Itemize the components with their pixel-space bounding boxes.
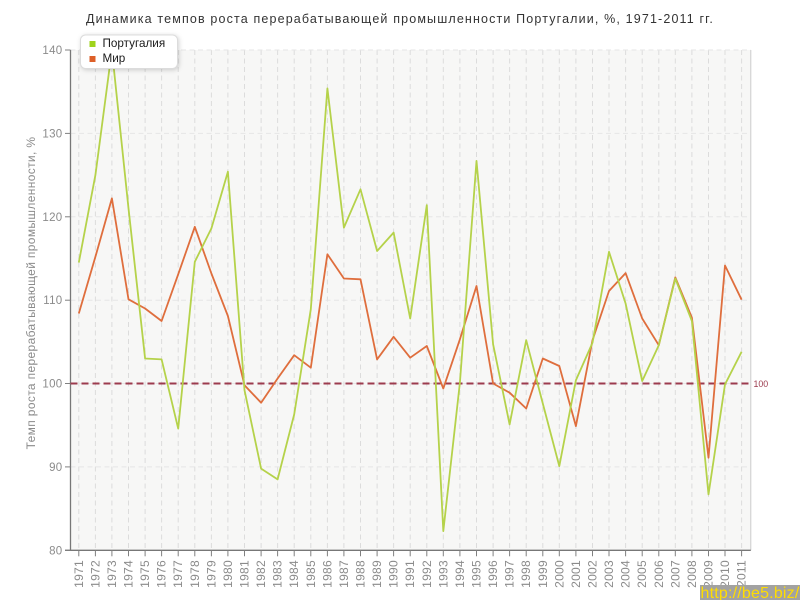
svg-text:1972: 1972 (88, 560, 102, 588)
svg-text:http://be5.biz/: http://be5.biz/ (700, 585, 799, 600)
svg-text:1980: 1980 (221, 560, 235, 588)
svg-text:1987: 1987 (337, 560, 351, 588)
svg-text:1985: 1985 (304, 560, 318, 588)
svg-text:1975: 1975 (138, 560, 152, 588)
svg-text:80: 80 (49, 545, 62, 557)
svg-text:Португалия: Португалия (103, 37, 166, 50)
svg-text:2007: 2007 (668, 560, 682, 588)
svg-text:140: 140 (42, 45, 62, 57)
svg-text:1993: 1993 (436, 560, 450, 588)
svg-text:1997: 1997 (503, 560, 517, 588)
svg-text:1974: 1974 (122, 560, 136, 588)
svg-text:2008: 2008 (685, 560, 699, 588)
svg-text:2005: 2005 (635, 560, 649, 588)
svg-text:2006: 2006 (652, 560, 666, 588)
svg-text:1977: 1977 (171, 560, 185, 588)
svg-text:1995: 1995 (470, 560, 484, 588)
svg-text:130: 130 (42, 128, 62, 140)
svg-text:1986: 1986 (320, 560, 334, 588)
svg-text:1979: 1979 (204, 560, 218, 588)
svg-text:1973: 1973 (105, 560, 119, 588)
svg-text:2002: 2002 (586, 560, 600, 588)
svg-text:1981: 1981 (238, 560, 252, 588)
svg-text:1991: 1991 (403, 560, 417, 588)
svg-text:1982: 1982 (254, 560, 268, 588)
svg-text:1971: 1971 (72, 560, 86, 588)
svg-text:100: 100 (754, 379, 769, 389)
svg-text:1989: 1989 (370, 560, 384, 588)
svg-text:2000: 2000 (552, 560, 566, 588)
svg-text:Темп роста перерабатывающей пр: Темп роста перерабатывающей промышленнос… (24, 137, 38, 450)
svg-text:2010: 2010 (718, 560, 732, 588)
svg-text:1988: 1988 (354, 560, 368, 588)
svg-text:1976: 1976 (155, 560, 169, 588)
svg-text:1998: 1998 (519, 560, 533, 588)
svg-text:2011: 2011 (735, 560, 749, 587)
svg-text:1999: 1999 (536, 560, 550, 588)
svg-text:2001: 2001 (569, 560, 583, 588)
svg-text:Мир: Мир (103, 52, 126, 65)
svg-text:1978: 1978 (188, 560, 202, 588)
svg-text:90: 90 (49, 462, 62, 474)
svg-text:1996: 1996 (486, 560, 500, 588)
svg-text:1990: 1990 (387, 560, 401, 588)
svg-text:120: 120 (42, 212, 62, 224)
svg-text:110: 110 (43, 295, 62, 307)
svg-text:2009: 2009 (702, 560, 716, 588)
svg-text:1983: 1983 (271, 560, 285, 588)
svg-text:2004: 2004 (619, 560, 633, 588)
svg-text:1984: 1984 (287, 560, 301, 588)
svg-text:1992: 1992 (420, 560, 434, 588)
svg-text:1994: 1994 (453, 560, 467, 588)
svg-text:100: 100 (42, 379, 62, 391)
svg-text:2003: 2003 (602, 560, 616, 588)
